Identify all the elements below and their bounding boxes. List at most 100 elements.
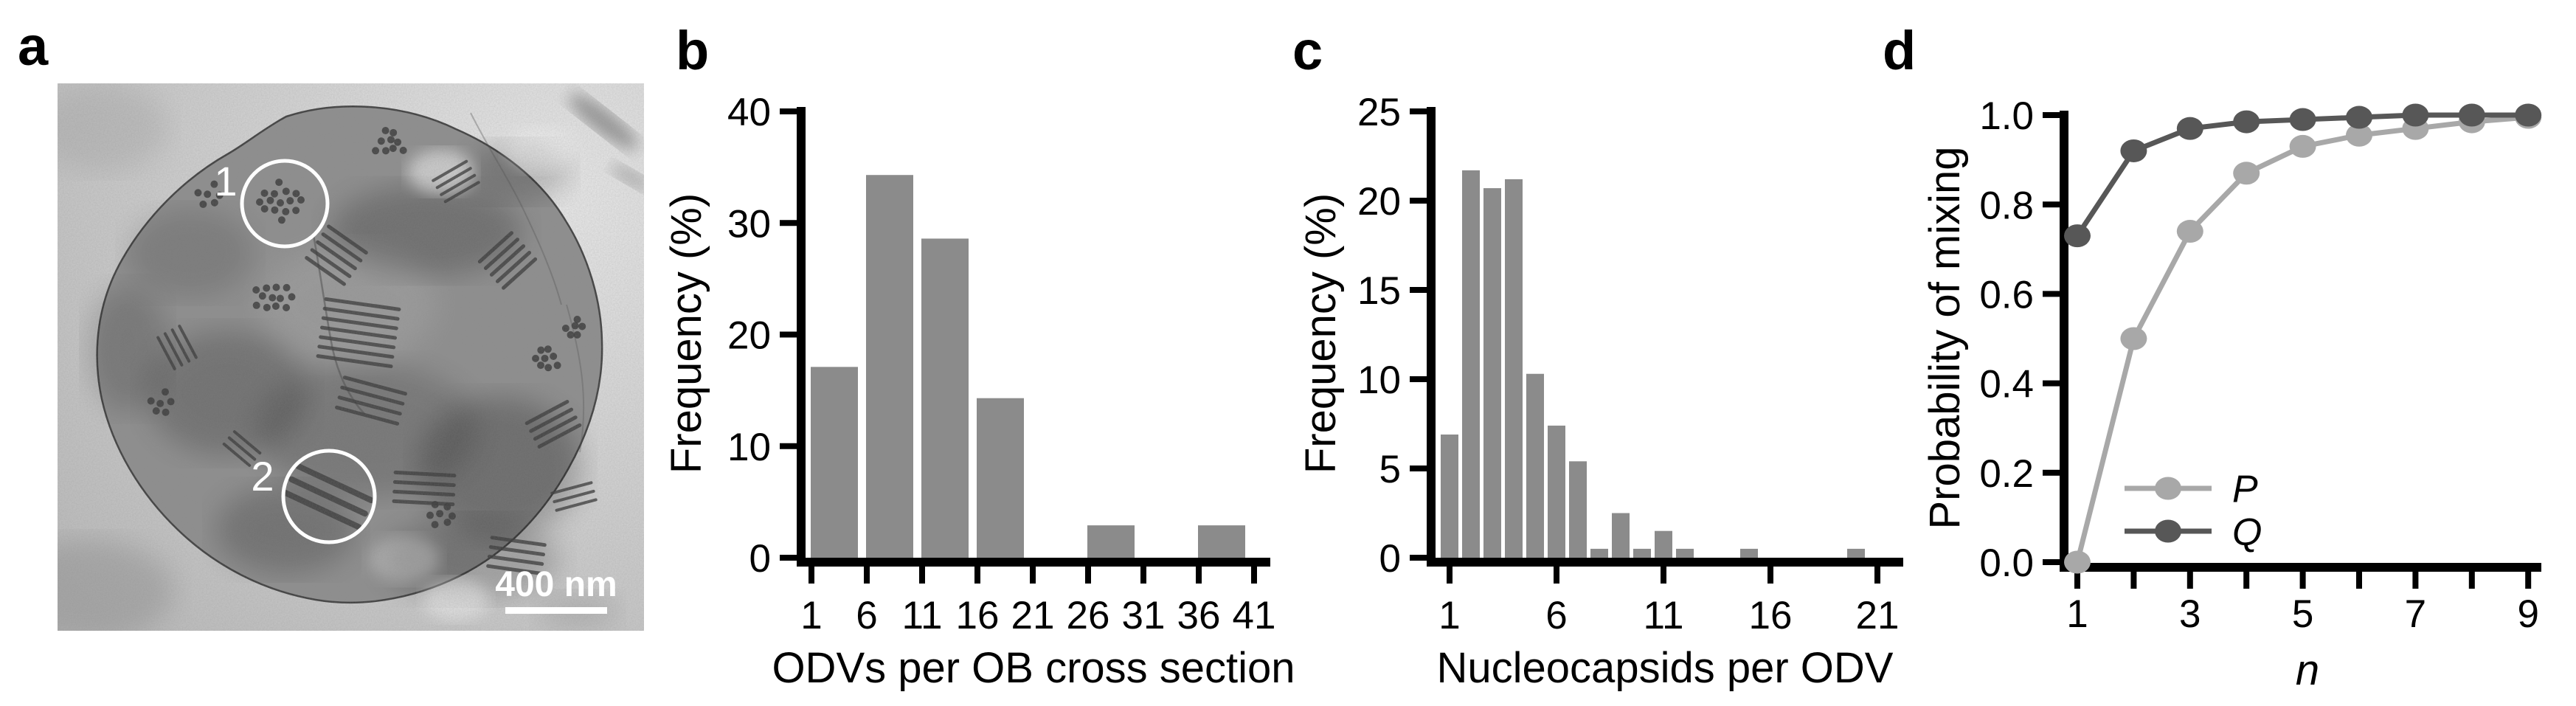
bar [1847,548,1865,558]
y-axis-line [2060,111,2068,572]
x-axis-line [2060,563,2541,572]
x-tick-label: 6 [856,594,877,637]
x-tick-label: 1 [2066,592,2088,636]
panel-label-b: b [676,20,710,81]
y-tick [2043,201,2060,208]
y-tick-label: 30 [727,202,771,246]
y-tick [1410,287,1427,293]
x-tick-label: 26 [1067,594,1110,637]
x-tick-label: 6 [1545,594,1567,637]
bar [1441,435,1458,558]
y-tick [2043,559,2060,565]
x-tick [1140,567,1146,584]
x-tick [1767,567,1773,584]
y-tick [780,220,797,226]
scale-bar-label: 400 nm [495,565,617,604]
tem-micrograph-panel: 1 2 400 nm [0,83,653,643]
data-point-Q [2176,117,2203,140]
y-tick-label: 0.8 [1979,184,2034,227]
bar [866,175,913,558]
y-tick-label: 0.4 [1979,363,2034,406]
y-tick-label: 0.0 [1979,541,2034,585]
x-tick [2356,572,2362,589]
roi-label-2: 2 [251,453,274,499]
x-tick [1554,567,1559,584]
y-tick-label: 1.0 [1979,94,2034,138]
data-point-P [2120,327,2147,350]
y-tick-label: 10 [1357,359,1401,402]
x-tick-label: 5 [2292,592,2313,636]
y-tick-label: 5 [1379,448,1401,491]
roi-circle-1 [240,159,330,249]
bar [977,398,1024,558]
y-axis-title: Frequency (%) [1297,193,1345,474]
legend-marker-P [2155,477,2181,500]
bar [1633,548,1651,558]
bar [1548,425,1565,558]
y-tick [780,443,797,449]
x-tick-label: 9 [2517,592,2538,636]
y-tick-label: 0 [749,537,771,581]
x-tick-label: 21 [1856,594,1900,637]
y-tick [780,331,797,338]
y-tick [2043,291,2060,297]
panel-label-d: d [1883,20,1917,81]
x-tick [2243,572,2250,589]
x-tick-label: 41 [1233,594,1276,637]
x-tick [974,567,980,584]
x-tick-label: 11 [1643,594,1683,637]
x-tick [1661,567,1666,584]
y-tick-label: 0.6 [1979,273,2034,316]
data-point-Q [2120,139,2147,162]
bar [1655,530,1672,558]
x-tick [809,567,814,584]
micrograph-annotations: 1 2 400 nm [214,158,617,614]
y-tick [1410,555,1427,561]
y-tick-label: 0.2 [1979,452,2034,496]
y-tick-label: 15 [1357,269,1401,313]
x-tick-label: 16 [956,594,1000,637]
data-point-P [2064,550,2091,574]
tem-micrograph-image: 1 2 400 nm [0,83,653,643]
y-axis-line [1427,107,1436,567]
x-tick-label: 3 [2179,592,2201,636]
y-tick-label: 10 [727,426,771,469]
bar [1483,188,1501,558]
x-axis-title: ODVs per OB cross section [772,644,1295,692]
data-point-Q [2402,103,2429,127]
y-tick [780,108,797,114]
y-tick-label: 40 [727,91,771,134]
data-point-Q [2458,103,2485,127]
y-axis-line [797,107,806,567]
bar [1505,179,1523,558]
x-tick [2299,572,2306,589]
y-tick [1410,108,1427,114]
bar [1198,525,1245,558]
x-tick [1030,567,1036,584]
bar [1462,170,1480,558]
x-axis-title: n [2296,646,2319,694]
scale-bar [505,607,607,614]
bar [1740,548,1758,558]
y-tick [1410,376,1427,382]
roi-label-1: 1 [214,158,237,204]
y-tick-label: 25 [1357,91,1401,134]
panel-label-a: a [18,15,49,77]
y-tick-label: 20 [727,314,771,358]
data-point-Q [2515,103,2542,127]
roi-circle-2 [281,449,377,544]
y-tick [2043,380,2060,387]
bar [1569,461,1587,558]
x-tick [2187,572,2193,589]
x-tick-label: 31 [1122,594,1166,637]
x-tick [2525,572,2532,589]
legend-label-Q: Q [2232,511,2262,554]
x-tick-label: 1 [800,594,822,637]
x-tick-label: 36 [1177,594,1221,637]
legend-label-P: P [2232,468,2258,511]
y-tick [1410,198,1427,204]
y-tick-label: 20 [1357,180,1401,224]
